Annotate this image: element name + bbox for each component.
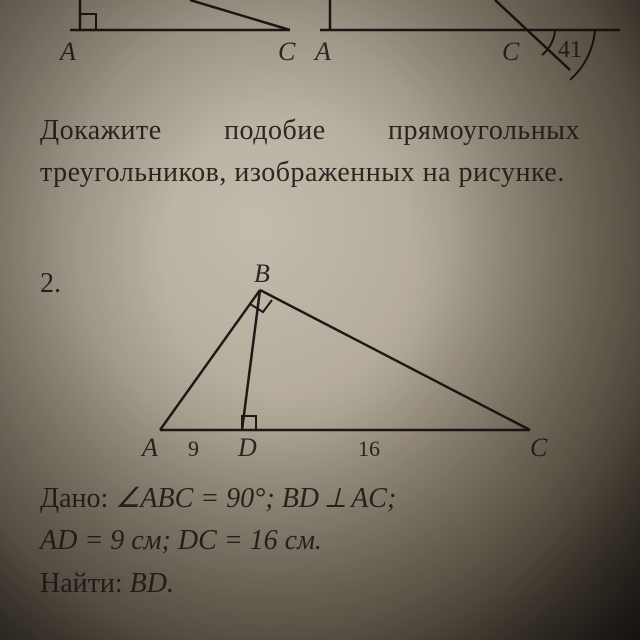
given-block: Дано: ∠ABC = 90°; BD ⟂ AC; AD = 9 см; DC…: [40, 478, 396, 562]
top-diagrams-svg: A C A C 41: [0, 0, 640, 90]
find-prefix: Найти:: [40, 568, 130, 599]
triangle-diagram: A B C D 9 16: [90, 260, 550, 460]
label-D: D: [237, 433, 257, 462]
angle-41: 41: [558, 37, 582, 63]
find-block: Найти: BD.: [40, 568, 174, 600]
top-right-C: C: [502, 37, 520, 66]
given-perp: BD ⟂ AC;: [282, 483, 397, 514]
given-ad: AD = 9 см;: [40, 525, 178, 556]
seg-AD: 9: [188, 436, 199, 461]
top-right-A: A: [313, 37, 331, 66]
top-diagrams: A C A C 41: [0, 0, 640, 90]
given-prefix: Дано:: [40, 483, 115, 514]
seg-DC: 16: [358, 436, 380, 461]
problem-number: 2.: [40, 268, 61, 300]
top-left-C: C: [278, 37, 296, 66]
label-A: A: [140, 433, 158, 462]
given-angle: ∠ABC = 90°;: [115, 483, 281, 514]
triangle-svg: A B C D 9 16: [90, 260, 550, 470]
instruction-text: Докажите подобие прямо­угольных треуголь…: [40, 110, 580, 194]
given-dc: DC = 16 см.: [178, 525, 322, 556]
top-left-A: A: [58, 37, 76, 66]
label-C: C: [530, 433, 548, 462]
find-what: BD.: [130, 568, 174, 599]
label-B: B: [254, 260, 270, 288]
page-background: A C A C 41 Докажите подобие прямо­угольн…: [0, 0, 640, 640]
